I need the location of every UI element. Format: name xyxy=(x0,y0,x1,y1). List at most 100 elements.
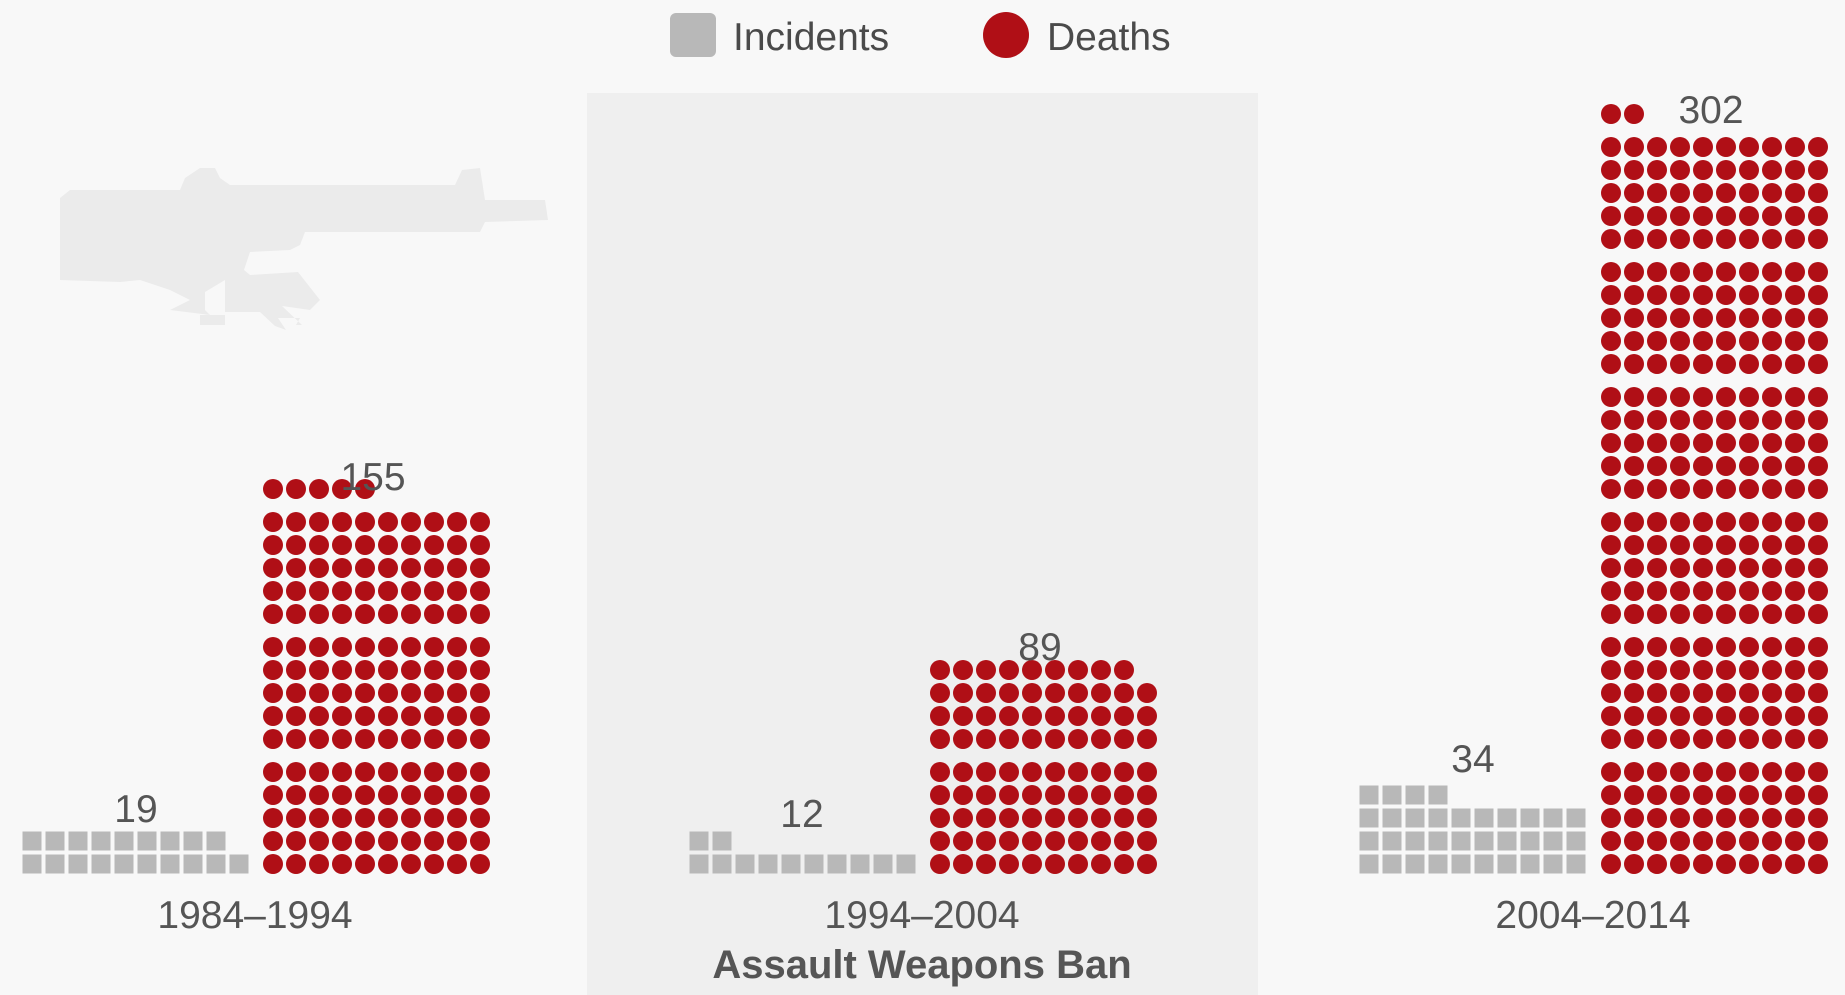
death-dot xyxy=(309,604,329,624)
death-dot xyxy=(1624,183,1644,203)
incident-square xyxy=(850,854,870,874)
death-dot xyxy=(1739,535,1759,555)
death-dot xyxy=(1785,512,1805,532)
death-dot xyxy=(1601,785,1621,805)
death-dot xyxy=(1785,354,1805,374)
death-dot xyxy=(1785,285,1805,305)
death-dot xyxy=(1808,308,1828,328)
death-dot xyxy=(378,762,398,782)
death-dot xyxy=(1808,660,1828,680)
death-dot xyxy=(1022,729,1042,749)
death-dot xyxy=(1022,706,1042,726)
death-dot xyxy=(1739,354,1759,374)
death-dot xyxy=(1808,854,1828,874)
death-dot xyxy=(1091,831,1111,851)
death-dot xyxy=(999,729,1019,749)
death-dot xyxy=(1647,331,1667,351)
incident-square xyxy=(1451,831,1471,851)
incident-square xyxy=(114,854,134,874)
death-dot xyxy=(1670,410,1690,430)
death-dot xyxy=(355,683,375,703)
death-dot xyxy=(424,683,444,703)
death-dot xyxy=(1739,262,1759,282)
death-dot xyxy=(447,831,467,851)
death-dot xyxy=(263,660,283,680)
death-dot xyxy=(1601,456,1621,476)
incident-square xyxy=(91,854,111,874)
death-dot xyxy=(470,558,490,578)
death-dot xyxy=(1670,308,1690,328)
legend-incidents-marker xyxy=(670,13,716,57)
death-dot xyxy=(1762,137,1782,157)
death-dot xyxy=(1785,729,1805,749)
death-dot xyxy=(1601,808,1621,828)
death-dot xyxy=(1716,183,1736,203)
incident-square xyxy=(1382,785,1402,805)
death-dot xyxy=(1739,387,1759,407)
death-dot xyxy=(424,854,444,874)
death-dot xyxy=(1739,808,1759,828)
death-dot xyxy=(1693,137,1713,157)
death-dot xyxy=(401,683,421,703)
death-dot xyxy=(1091,729,1111,749)
death-dot xyxy=(263,831,283,851)
incident-square xyxy=(68,854,88,874)
death-dot xyxy=(1808,331,1828,351)
death-dot xyxy=(1624,706,1644,726)
death-dot xyxy=(1716,308,1736,328)
incident-square xyxy=(1474,854,1494,874)
incident-square xyxy=(229,854,249,874)
death-dot xyxy=(1785,706,1805,726)
death-dot xyxy=(286,831,306,851)
death-dot xyxy=(1716,808,1736,828)
death-dot xyxy=(1739,581,1759,601)
death-dot xyxy=(1693,604,1713,624)
death-dot xyxy=(1624,762,1644,782)
incident-square xyxy=(735,854,755,874)
death-dot xyxy=(1670,262,1690,282)
death-dot xyxy=(1739,160,1759,180)
death-dot xyxy=(1762,410,1782,430)
death-dot xyxy=(1762,387,1782,407)
death-dot xyxy=(1601,581,1621,601)
death-dot xyxy=(1624,808,1644,828)
death-dot xyxy=(1624,785,1644,805)
period-1994-2004: 12 89 1994–2004 Assault Weapons Ban xyxy=(712,626,1131,987)
death-dot xyxy=(424,512,444,532)
death-dot xyxy=(1762,285,1782,305)
death-dot xyxy=(1670,354,1690,374)
death-dot xyxy=(1068,729,1088,749)
death-dot xyxy=(1762,206,1782,226)
death-dot xyxy=(309,831,329,851)
death-dot xyxy=(378,637,398,657)
death-dot xyxy=(1068,785,1088,805)
death-dot xyxy=(1808,535,1828,555)
death-dot xyxy=(1785,456,1805,476)
death-dot xyxy=(1693,183,1713,203)
death-dot xyxy=(1624,229,1644,249)
death-dot xyxy=(1808,831,1828,851)
death-dot xyxy=(378,535,398,555)
death-dot xyxy=(309,637,329,657)
incident-square xyxy=(689,854,709,874)
death-dot xyxy=(424,535,444,555)
death-dot xyxy=(953,660,973,680)
death-dot xyxy=(286,683,306,703)
incident-square xyxy=(1428,854,1448,874)
death-dot xyxy=(286,637,306,657)
death-dot xyxy=(447,637,467,657)
death-dot xyxy=(1670,137,1690,157)
death-dot xyxy=(1647,854,1667,874)
death-dot xyxy=(1670,831,1690,851)
death-dot xyxy=(424,581,444,601)
incident-square xyxy=(1359,808,1379,828)
incident-square xyxy=(183,831,203,851)
incident-square xyxy=(183,854,203,874)
incident-square xyxy=(1405,785,1425,805)
death-dot xyxy=(1670,535,1690,555)
death-dot xyxy=(1808,262,1828,282)
death-dot xyxy=(1785,160,1805,180)
incident-square xyxy=(1405,808,1425,828)
death-dot xyxy=(332,581,352,601)
